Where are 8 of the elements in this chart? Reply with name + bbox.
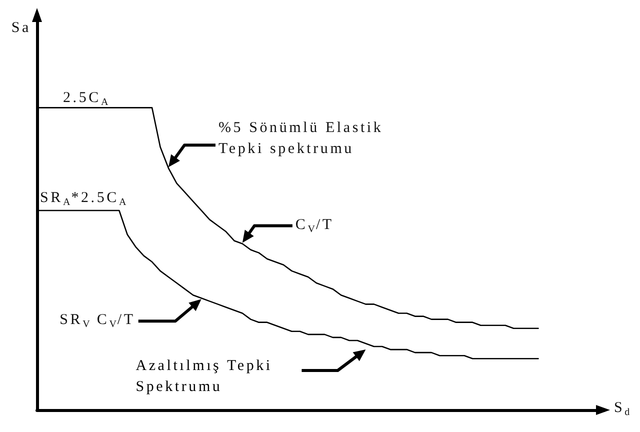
annotation: SR$_{A}$*2.5C$_{A}$ bbox=[40, 189, 128, 210]
y-axis-title: Sa bbox=[11, 19, 31, 38]
legend-label: Azaltılmış Tepki Spektrumu bbox=[136, 357, 274, 398]
annotation: SR$_{V}$ C$_{V}$/T bbox=[60, 311, 136, 332]
annotation: 2.5C$_{A}$ bbox=[63, 88, 110, 109]
annotation: C$_{V}$/T bbox=[295, 216, 334, 236]
annotation: %5 Sönümlü Elastik Tepki spektrumu bbox=[218, 119, 384, 160]
x-axis-title: S$_{d}$ bbox=[614, 399, 631, 419]
